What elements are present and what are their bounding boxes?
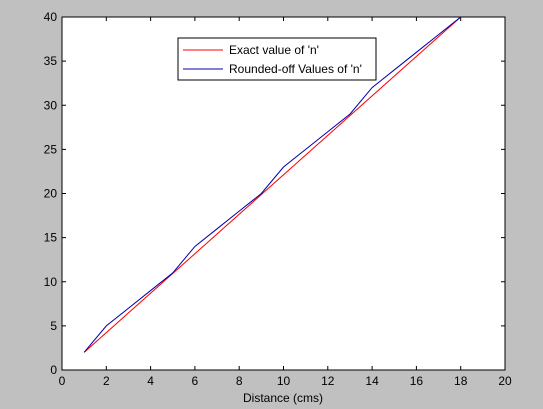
y-tick-label: 20 (44, 187, 58, 201)
y-tick-label: 35 (44, 54, 58, 68)
y-tick-label: 5 (50, 319, 57, 333)
y-tick-label: 25 (44, 142, 58, 156)
y-tick-label: 30 (44, 98, 58, 112)
x-tick-label: 12 (321, 374, 335, 388)
x-axis: 0 2 4 6 8 10 12 14 16 18 20 (59, 17, 512, 388)
legend-label-exact: Exact value of 'n' (229, 43, 319, 57)
x-tick-label: 14 (365, 374, 379, 388)
legend-box (177, 37, 377, 81)
x-axis-label: Distance (cms) (243, 391, 323, 405)
x-tick-label: 20 (498, 374, 512, 388)
x-tick-label: 18 (454, 374, 468, 388)
x-tick-label: 6 (192, 374, 199, 388)
series-layer (83, 16, 462, 353)
x-tick-label: 2 (103, 374, 110, 388)
y-tick-label: 15 (44, 231, 58, 245)
series-line-rounded (83, 16, 462, 353)
x-tick-label: 0 (59, 374, 66, 388)
y-tick-label: 40 (44, 10, 58, 24)
series-line-exact (83, 16, 462, 353)
x-tick-label: 16 (410, 374, 424, 388)
y-tick-label: 0 (50, 363, 57, 377)
x-tick-label: 10 (277, 374, 291, 388)
y-tick-label: 10 (44, 275, 58, 289)
legend-label-rounded: Rounded-off Values of 'n' (229, 62, 362, 76)
x-tick-label: 4 (147, 374, 154, 388)
legend: Exact value of 'n' Rounded-off Values of… (177, 37, 377, 81)
x-tick-label: 8 (236, 374, 243, 388)
y-axis: 0 5 10 15 20 25 30 35 40 (44, 10, 505, 377)
